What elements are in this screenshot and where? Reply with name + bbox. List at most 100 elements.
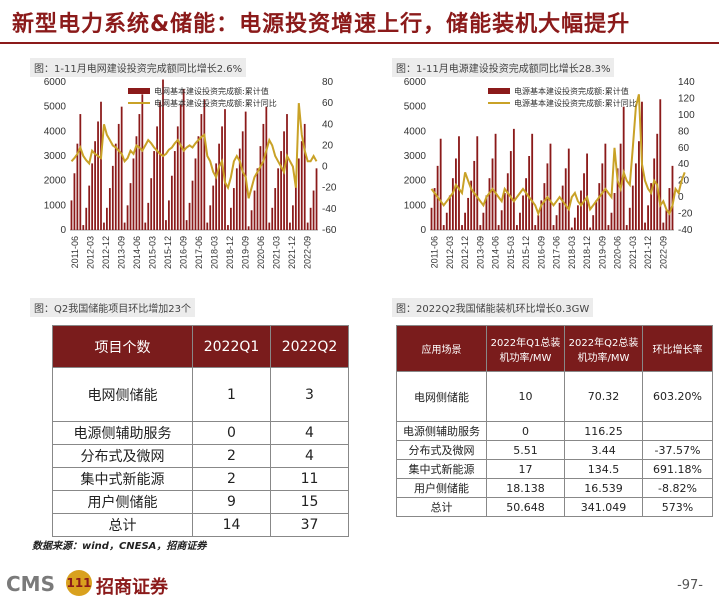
bar — [558, 202, 561, 230]
bar — [197, 136, 200, 230]
bar — [537, 215, 540, 230]
bar — [262, 123, 265, 230]
bar — [531, 133, 534, 230]
bar — [482, 212, 485, 230]
table2-cell: 70.32 — [564, 371, 643, 422]
x-tick-label: 2020-06 — [256, 236, 266, 269]
bar — [512, 128, 515, 230]
bar — [218, 143, 220, 230]
left-tick-label: 2000 — [44, 176, 67, 187]
bar — [268, 222, 271, 230]
bar — [451, 178, 454, 230]
x-tick-label: 2021-03 — [628, 236, 638, 269]
left-tick-label: 1000 — [404, 200, 427, 211]
right-tick-label: 60 — [678, 143, 690, 154]
legend-bar-swatch — [128, 88, 150, 94]
x-tick-label: 2012-12 — [101, 236, 111, 269]
bar — [598, 183, 601, 230]
x-tick-label: 2019-09 — [597, 236, 607, 269]
bar — [497, 225, 500, 230]
bar — [132, 158, 135, 230]
table1-cell: 0 — [192, 421, 271, 445]
bar — [439, 138, 442, 230]
table1-cell: 2 — [192, 467, 271, 491]
table1-header-cell: 2022Q2 — [270, 325, 349, 368]
bar — [94, 141, 96, 230]
bar — [79, 114, 82, 230]
table2-cell: 691.18% — [642, 459, 713, 479]
bar — [117, 123, 120, 230]
bar — [297, 158, 300, 230]
bar — [485, 195, 488, 230]
bar — [200, 114, 203, 230]
bar — [509, 151, 512, 230]
bar — [528, 156, 531, 230]
bar — [659, 99, 662, 230]
series-line — [70, 103, 318, 199]
bar — [564, 168, 567, 230]
right-tick-label: -60 — [322, 225, 337, 236]
bar — [76, 143, 79, 230]
table1-cell: 15 — [270, 490, 349, 514]
bar — [209, 205, 212, 230]
x-tick-label: 2018-03 — [567, 236, 577, 269]
bar — [433, 188, 436, 230]
bar — [97, 121, 99, 230]
bar — [100, 101, 102, 230]
bar — [283, 131, 285, 230]
bar — [111, 165, 114, 230]
left-tick-label: 6000 — [404, 77, 427, 88]
x-tick-label: 2016-09 — [536, 236, 546, 269]
x-tick-label: 2019-09 — [240, 236, 250, 269]
table2-cell: 18.138 — [486, 478, 565, 498]
table2-header-cell: 环比增长率 — [642, 325, 713, 372]
bar — [634, 163, 637, 230]
bar — [203, 99, 206, 230]
table2-caption: 图：2022Q2我国储能装机环比增长0.3GW — [392, 298, 594, 317]
bar — [473, 160, 476, 230]
bar — [138, 114, 141, 230]
bar — [491, 158, 494, 230]
bar — [265, 106, 268, 230]
bar — [176, 126, 179, 230]
table2-header-cell: 2022年Q1总装机功率/MW — [486, 325, 565, 372]
bar — [516, 225, 518, 230]
table1-cell: 9 — [192, 490, 271, 514]
x-tick-label: 2016-09 — [178, 236, 188, 269]
bar — [306, 222, 309, 230]
bar — [253, 190, 256, 230]
bar — [628, 207, 631, 230]
bar — [277, 168, 280, 230]
table1-cell: 集中式新能源 — [52, 467, 193, 491]
bar — [274, 188, 277, 230]
table2-cell: 5.51 — [486, 440, 565, 460]
table2-cell: -37.57% — [642, 440, 713, 460]
bar — [610, 212, 613, 230]
bar — [259, 146, 262, 230]
right-tick-label: 60 — [322, 98, 334, 109]
bar — [653, 158, 656, 230]
right-tick-label: 100 — [678, 110, 695, 121]
bar — [494, 133, 497, 230]
title-divider — [0, 42, 719, 44]
table2-cell: 134.5 — [564, 459, 643, 479]
bar — [461, 225, 463, 230]
bar — [589, 227, 592, 230]
table2-cell: 用户侧储能 — [396, 478, 487, 498]
bar — [577, 205, 579, 230]
bar — [144, 222, 147, 230]
bar — [668, 188, 671, 230]
bar — [241, 131, 244, 230]
x-tick-label: 2012-12 — [460, 236, 470, 269]
table2-cell — [642, 421, 713, 441]
bar — [123, 222, 126, 230]
bar — [662, 222, 665, 230]
bar — [315, 168, 318, 230]
x-tick-label: 2020-06 — [613, 236, 623, 269]
table2-header-cell: 应用场景 — [396, 325, 487, 372]
bar — [179, 104, 182, 230]
bar — [280, 151, 282, 230]
legend-bar-swatch — [488, 88, 510, 94]
table2-cell: 50.648 — [486, 497, 565, 517]
bar — [616, 168, 619, 230]
